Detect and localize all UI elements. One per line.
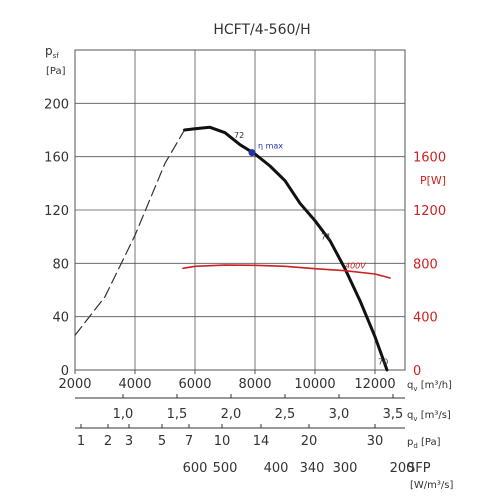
y-left-tick-label: 160 (44, 151, 69, 166)
scale-sfp-label: SFP (407, 461, 431, 476)
y-right-label: P[W] (420, 174, 446, 187)
y-left-tick-label: 40 (52, 311, 69, 326)
curves (74, 125, 391, 372)
eta-max-marker (248, 149, 256, 157)
series-line-1 (183, 125, 389, 372)
scale-sfp-tick-label: 400 (264, 461, 289, 476)
scale-qv-m3s-label: qv [m³/s] (407, 410, 451, 423)
scale-qv-m3s-tick-label: 1,5 (167, 407, 188, 422)
scale-qv-m3s-tick-label: 3,5 (383, 407, 404, 422)
y-right-tick-label: 800 (413, 257, 438, 272)
y-left-label: psf (45, 44, 59, 60)
curve-annotation: 72 (234, 131, 244, 140)
y-left-tick-label: 200 (44, 97, 69, 112)
scale-pd-tick-label: 1 (77, 434, 85, 449)
scale-pd-tick-label: 20 (301, 434, 318, 449)
series-line-0 (74, 129, 186, 336)
y-ticks-right: 0 400 800 1200 1600 (413, 151, 446, 379)
y-right-tick-label: 400 (413, 311, 438, 326)
curve-annotation: 400V (345, 262, 366, 271)
chart-title: HCFT/4-560/H (213, 22, 310, 38)
eta-max-label: η max (258, 142, 283, 151)
scale-sfp-tick-label: 300 (333, 461, 358, 476)
scale-pd-tick-label: 2 (104, 434, 112, 449)
scale-pd-tick-label: 10 (214, 434, 231, 449)
scale-sfp-tick-label: 500 (213, 461, 238, 476)
y-right-tick-label: 1200 (413, 204, 446, 219)
scale-pd-tick-label: 14 (253, 434, 270, 449)
grid (74, 49, 406, 371)
x-tick-label: 8000 (238, 377, 271, 392)
scale-qv-m3s-tick-label: 1,0 (113, 407, 134, 422)
x-tick-label: 12000 (354, 377, 395, 392)
x-tick-label: 4000 (118, 377, 151, 392)
x-tick-label: 6000 (178, 377, 211, 392)
scale-pd-tick-label: 30 (367, 434, 384, 449)
curve-annotation: 71 (321, 232, 331, 241)
scale-sfp-tick-label: 600 (183, 461, 208, 476)
x-tick-label: 2000 (58, 377, 91, 392)
scale-qv-m3s-tick-label: 2,5 (275, 407, 296, 422)
annotations: 72 71 70 400V η max (234, 131, 388, 367)
y-left-tick-label: 120 (44, 204, 69, 219)
secondary-scales: 2000 4000 6000 8000 10000 12000 qv [m³/h] 1,0 1,… (58, 370, 453, 491)
series-line-2 (182, 264, 391, 279)
scale-pd-tick-label: 7 (185, 434, 193, 449)
scale-pd-label: pd [Pa] (407, 437, 441, 450)
scale-qv-m3s-tick-label: 3,0 (329, 407, 350, 422)
y-left-tick-label: 0 (61, 364, 69, 379)
scale-pd-tick-label: 5 (158, 434, 166, 449)
scale-sfp-unit: [W/m³/s] (410, 480, 453, 491)
scale-sfp-tick-label: 200 (390, 461, 415, 476)
y-left-unit: [Pa] (46, 66, 66, 77)
scale-qv-m3s-tick-label: 2,0 (221, 407, 242, 422)
scale-qv-m3h-label: qv [m³/h] (407, 380, 452, 393)
y-right-tick-label: 0 (413, 364, 421, 379)
scale-sfp-tick-label: 340 (300, 461, 325, 476)
curve-annotation: 70 (378, 358, 388, 367)
scale-pd-tick-label: 3 (125, 434, 133, 449)
y-right-tick-label: 1600 (413, 151, 446, 166)
x-tick-label: 10000 (294, 377, 335, 392)
y-left-tick-label: 80 (52, 257, 69, 272)
y-ticks-left: 0 40 80 120 160 200 (44, 97, 69, 379)
